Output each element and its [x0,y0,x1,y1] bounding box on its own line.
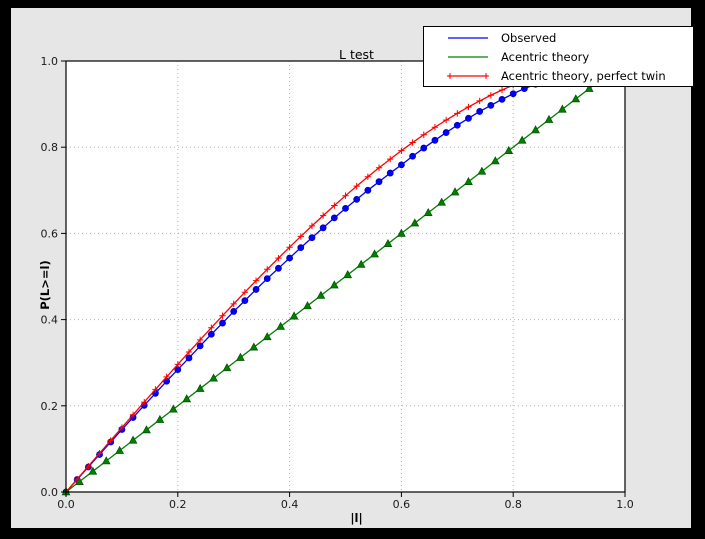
perfect-twin-line-sample-icon [447,72,489,79]
legend-label: Acentric theory [501,49,590,64]
x-tick-label: 0.4 [281,498,299,511]
legend-item-acentric-theory: Acentric theory [424,47,693,66]
y-tick-label: 0.2 [41,400,59,413]
x-tick-label: 0.8 [504,498,522,511]
x-tick-label: 1.0 [616,498,634,511]
axes-border [65,60,626,493]
acentric-theory-line-sample-icon [448,55,488,58]
y-tick-label: 1.0 [41,55,59,68]
observed-line-sample-icon [448,36,488,39]
legend-item-observed: Observed [424,28,693,47]
legend-label: Observed [501,30,557,45]
x-tick-label: 0.0 [57,498,75,511]
y-tick-label: 0.0 [41,486,59,499]
x-tick-label: 0.6 [393,498,411,511]
y-tick-label: 0.4 [41,314,59,327]
legend: Observed Acentric theory Acentric theory… [423,26,694,87]
legend-item-perfect-twin: Acentric theory, perfect twin [424,66,693,85]
legend-label: Acentric theory, perfect twin [501,68,666,83]
y-tick-label: 0.6 [41,227,59,240]
chart-title: L test [339,47,374,62]
y-tick-label: 0.8 [41,141,59,154]
x-axis-label: |l| [350,511,363,525]
figure-canvas: L test P(L>=l) |l| 0.0 0.2 0.4 0.6 0.8 1.0 0.0… [11,8,694,528]
x-tick-label: 0.2 [169,498,187,511]
